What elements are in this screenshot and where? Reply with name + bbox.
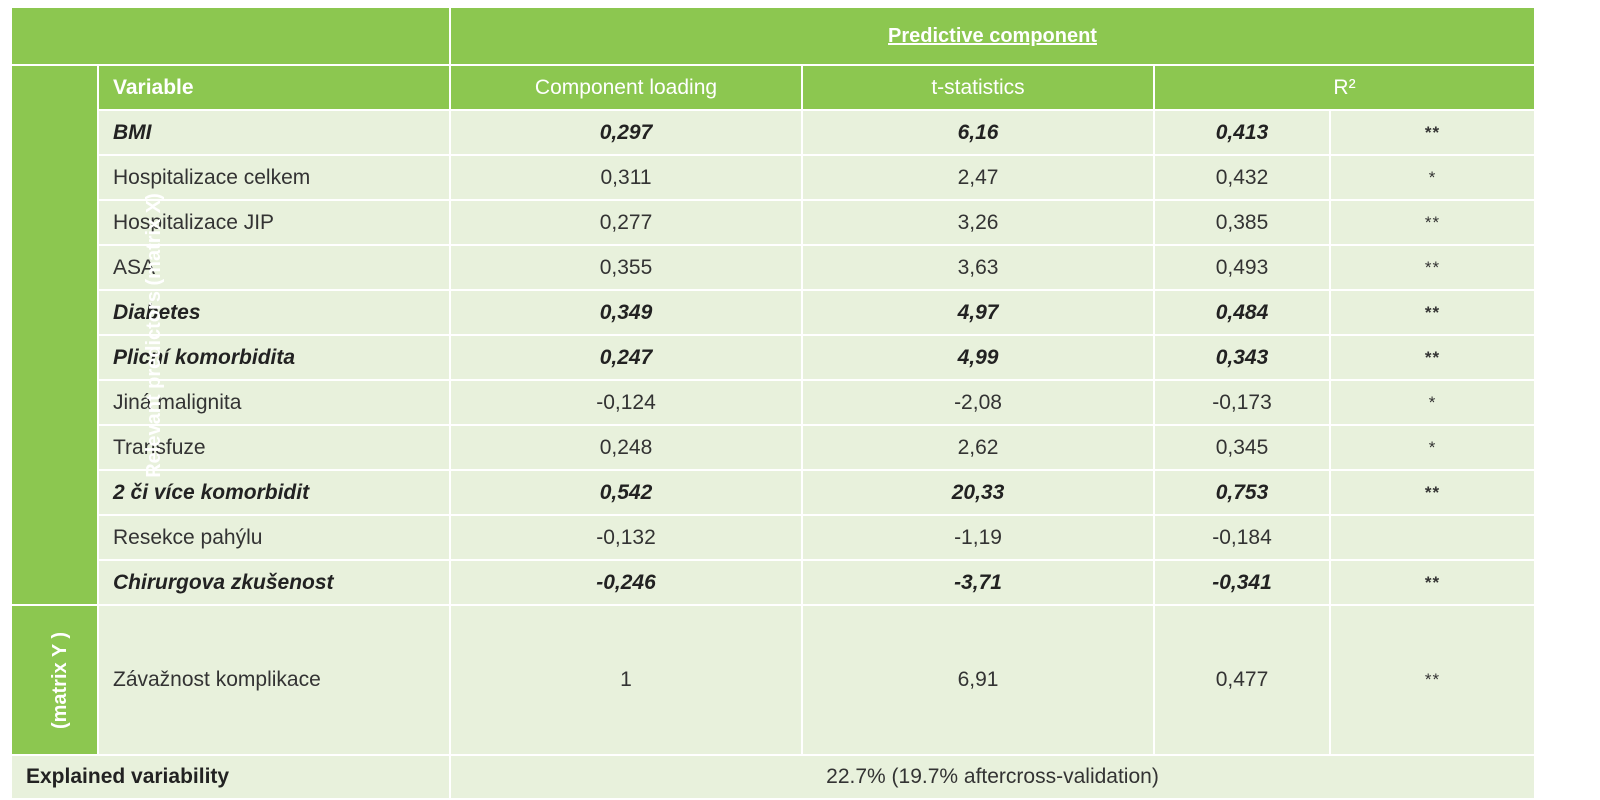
row-r2: 0,413 <box>1153 109 1331 156</box>
row-variable: Chirurgova zkušenost <box>97 559 451 606</box>
row-loading: -0,124 <box>449 379 803 426</box>
column-header-r2: R² <box>1153 64 1536 111</box>
row-loading: 0,311 <box>449 154 803 201</box>
table-row-matrix-y: (matrix Y ) Závažnost komplikace 1 6,91 … <box>10 604 1536 756</box>
row-tstat: 6,91 <box>801 604 1155 756</box>
row-r2: 0,477 <box>1153 604 1331 756</box>
row-variable: Plicní komorbidita <box>97 334 451 381</box>
row-variable: Resekce pahýlu <box>97 514 451 561</box>
explained-variability-label: Explained variability <box>10 754 451 800</box>
row-tstat: 3,26 <box>801 199 1155 246</box>
top-left-header-cell <box>10 6 451 66</box>
side-label-matrix-x: Relevant predictors (matrix X) <box>10 64 165 606</box>
row-variable: Závažnost komplikace <box>97 604 451 756</box>
row-r2: 0,484 <box>1153 289 1331 336</box>
row-variable: Jiná malignita <box>97 379 451 426</box>
column-header-row: Relevant predictors (matrix X) Variable … <box>10 64 1536 606</box>
side-label-matrix-y-text: (matrix Y ) <box>49 631 72 729</box>
row-loading: -0,132 <box>449 514 803 561</box>
explained-variability-value: 22.7% (19.7% aftercross-validation) <box>449 754 1536 800</box>
row-significance: ** <box>1329 604 1536 756</box>
row-significance: ** <box>1329 289 1536 336</box>
row-loading: 1 <box>449 604 803 756</box>
row-tstat: 4,99 <box>801 334 1155 381</box>
table-row: 2 či více komorbidit 0,542 20,33 0,753 *… <box>11 469 1536 516</box>
row-r2: -0,184 <box>1153 514 1331 561</box>
column-header-tstat: t-statistics <box>801 64 1155 111</box>
row-tstat: 4,97 <box>801 289 1155 336</box>
row-loading: 0,297 <box>449 109 803 156</box>
table-row: Plicní komorbidita 0,247 4,99 0,343 ** <box>11 334 1536 381</box>
row-loading: 0,277 <box>449 199 803 246</box>
row-significance: ** <box>1329 109 1536 156</box>
row-significance: ** <box>1329 469 1536 516</box>
column-header-variable: Variable <box>97 64 451 111</box>
table-row: ASA 0,355 3,63 0,493 ** <box>11 244 1536 291</box>
row-significance: * <box>1329 154 1536 201</box>
table-row: Hospitalizace JIP 0,277 3,26 0,385 ** <box>11 199 1536 246</box>
row-tstat: -3,71 <box>801 559 1155 606</box>
row-loading: 0,248 <box>449 424 803 471</box>
row-variable: Diabetes <box>97 289 451 336</box>
side-label-matrix-x-text: Relevant predictors (matrix X) <box>142 193 165 478</box>
table-row: BMI 0,297 6,16 0,413 ** <box>11 109 1536 156</box>
row-significance: ** <box>1329 244 1536 291</box>
row-variable: Transfuze <box>97 424 451 471</box>
row-significance: ** <box>1329 199 1536 246</box>
footer-row: Explained variability 22.7% (19.7% after… <box>10 754 1536 800</box>
predictive-component-title: Predictive component <box>449 6 1536 66</box>
row-r2: 0,345 <box>1153 424 1331 471</box>
row-variable: Hospitalizace celkem <box>97 154 451 201</box>
row-significance: ** <box>1329 334 1536 381</box>
table-row: Hospitalizace celkem 0,311 2,47 0,432 * <box>11 154 1536 201</box>
table-row: Transfuze 0,248 2,62 0,345 * <box>11 424 1536 471</box>
table-row: Jiná malignita -0,124 -2,08 -0,173 * <box>11 379 1536 426</box>
row-tstat: -2,08 <box>801 379 1155 426</box>
row-significance <box>1329 514 1536 561</box>
row-r2: 0,753 <box>1153 469 1331 516</box>
column-header-loading: Component loading <box>449 64 803 111</box>
row-loading: 0,355 <box>449 244 803 291</box>
row-r2: -0,341 <box>1153 559 1331 606</box>
top-header-row: Predictive component <box>10 6 1536 66</box>
row-tstat: 6,16 <box>801 109 1155 156</box>
row-variable: BMI <box>97 109 451 156</box>
row-r2: 0,493 <box>1153 244 1331 291</box>
row-loading: -0,246 <box>449 559 803 606</box>
row-tstat: 2,62 <box>801 424 1155 471</box>
results-table: Predictive component Relevant predictors… <box>10 6 1536 800</box>
row-loading: 0,247 <box>449 334 803 381</box>
table-row: Chirurgova zkušenost -0,246 -3,71 -0,341… <box>11 559 1536 606</box>
row-r2: 0,432 <box>1153 154 1331 201</box>
row-r2: 0,385 <box>1153 199 1331 246</box>
row-variable: 2 či více komorbidit <box>97 469 451 516</box>
table-row: Resekce pahýlu -0,132 -1,19 -0,184 <box>11 514 1536 561</box>
row-variable: Hospitalizace JIP <box>97 199 451 246</box>
row-tstat: 20,33 <box>801 469 1155 516</box>
row-significance: ** <box>1329 559 1536 606</box>
row-significance: * <box>1329 424 1536 471</box>
row-variable: ASA <box>97 244 451 291</box>
row-loading: 0,349 <box>449 289 803 336</box>
row-r2: 0,343 <box>1153 334 1331 381</box>
table-row: Diabetes 0,349 4,97 0,484 ** <box>11 289 1536 336</box>
row-tstat: 3,63 <box>801 244 1155 291</box>
row-significance: * <box>1329 379 1536 426</box>
row-tstat: 2,47 <box>801 154 1155 201</box>
row-r2: -0,173 <box>1153 379 1331 426</box>
row-tstat: -1,19 <box>801 514 1155 561</box>
row-loading: 0,542 <box>449 469 803 516</box>
side-label-matrix-y: (matrix Y ) <box>10 604 99 756</box>
